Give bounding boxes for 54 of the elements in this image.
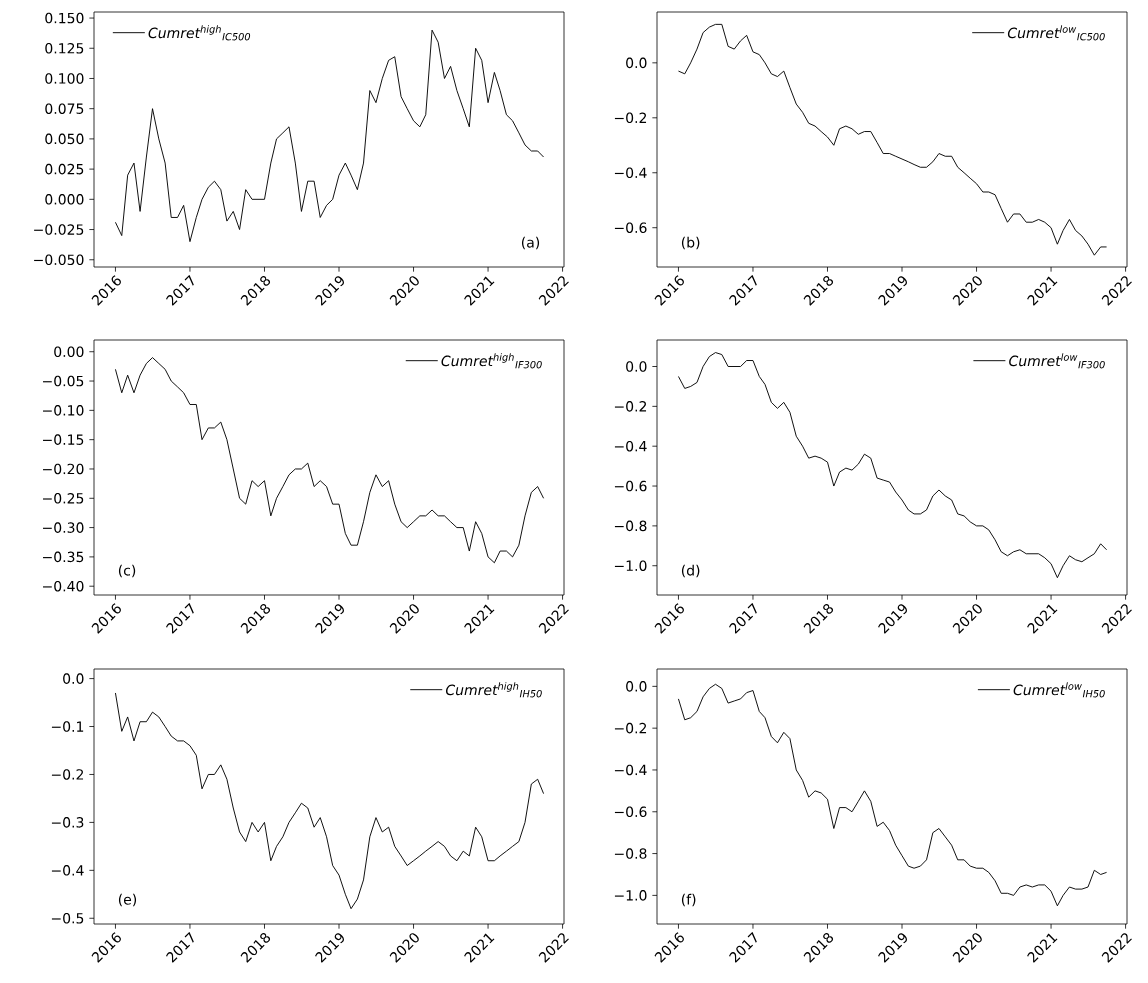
y-tick-label: −0.5 — [51, 912, 84, 924]
line-series — [677, 23, 1108, 256]
annotation: (a) — [521, 236, 540, 250]
y-tick-label: −0.35 — [43, 551, 84, 563]
y-tick-label: −0.025 — [34, 224, 84, 235]
y-tick-label: −1.0 — [614, 560, 647, 572]
y-tick-label: −0.050 — [34, 254, 84, 266]
y-tick-label: 0.00 — [54, 346, 84, 358]
y-tick-label: −0.1 — [51, 721, 84, 732]
y-tick-label: −0.2 — [614, 112, 647, 124]
y-tick-label: 0.125 — [45, 42, 84, 54]
y-tick-label: −0.4 — [614, 764, 647, 776]
line-series — [677, 683, 1108, 907]
y-tick-label: 0.075 — [45, 103, 84, 114]
y-tick-label: −0.2 — [614, 401, 647, 412]
y-tick-label: −0.2 — [51, 769, 84, 780]
legend-label: Cumret$^{low}$IC500 — [1007, 25, 1105, 41]
legend-label: Cumret$^{high}$IC500 — [148, 25, 251, 41]
legend-label: Cumret$^{low}$IF300 — [1009, 353, 1105, 369]
y-tick-label: 0.150 — [45, 12, 84, 24]
legend-label: Cumret$^{low}$IH50 — [1013, 682, 1105, 698]
y-tick-label: −0.4 — [614, 440, 647, 452]
annotation: (c) — [118, 564, 136, 578]
y-tick-label: −0.30 — [43, 522, 84, 533]
y-tick-label: −0.4 — [614, 167, 647, 179]
annotation: (d) — [681, 564, 700, 578]
y-tick-label: 0.050 — [45, 133, 84, 145]
y-tick-label: 0.0 — [63, 673, 84, 684]
y-tick-label: −0.05 — [43, 375, 84, 387]
annotation: (b) — [681, 236, 700, 250]
y-tick-label: −0.8 — [614, 520, 647, 532]
annotation: (f) — [681, 893, 696, 907]
y-tick-label: 0.000 — [45, 194, 84, 205]
y-tick-label: −0.6 — [614, 806, 647, 818]
annotation: (e) — [118, 893, 137, 907]
legend-label: Cumret$^{high}$IH50 — [445, 682, 542, 698]
y-tick-label: −0.6 — [614, 222, 647, 233]
y-tick-label: −0.4 — [51, 865, 84, 876]
y-tick-label: −0.8 — [614, 848, 647, 859]
y-tick-label: −0.15 — [43, 434, 84, 445]
y-tick-label: −0.3 — [51, 817, 84, 828]
y-tick-label: −0.6 — [614, 480, 647, 492]
y-tick-label: −1.0 — [614, 890, 647, 901]
y-tick-label: 0.0 — [626, 361, 647, 372]
y-tick-label: −0.20 — [43, 463, 84, 475]
y-tick-label: 0.0 — [626, 681, 647, 692]
legend-label: Cumret$^{high}$IF300 — [441, 353, 542, 369]
y-tick-label: 0.0 — [626, 57, 647, 69]
y-tick-label: −0.10 — [43, 405, 84, 416]
y-tick-label: −0.2 — [614, 722, 647, 734]
y-tick-label: −0.40 — [43, 580, 84, 592]
y-tick-label: 0.025 — [45, 163, 84, 175]
y-tick-label: −0.25 — [43, 492, 84, 504]
y-tick-label: 0.100 — [45, 73, 84, 84]
